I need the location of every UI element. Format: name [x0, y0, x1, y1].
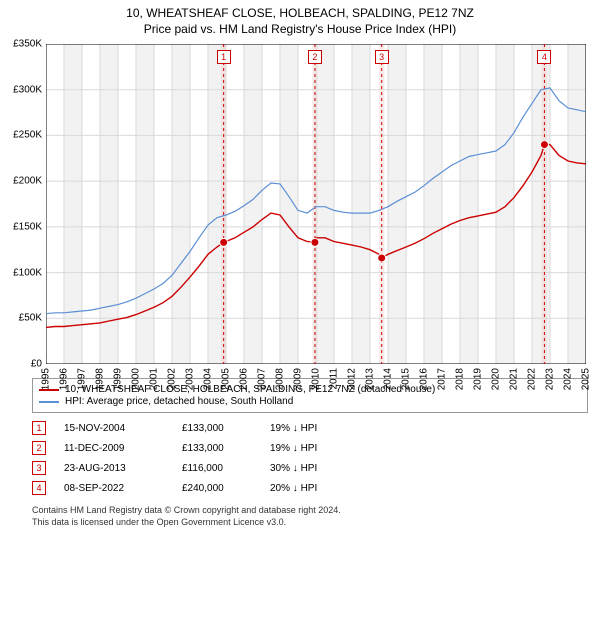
- x-tick-label: 2014: [383, 368, 394, 390]
- x-tick-label: 2021: [509, 368, 520, 390]
- sale-row: 2 11-DEC-2009 £133,000 19% ↓ HPI: [32, 441, 588, 455]
- x-tick-label: 1996: [59, 368, 70, 390]
- chart-svg: [46, 44, 586, 364]
- x-tick-label: 2025: [581, 368, 592, 390]
- legend-label: HPI: Average price, detached house, Sout…: [65, 396, 293, 407]
- sale-marker-2: 2: [308, 50, 322, 64]
- y-tick-label: £250K: [13, 130, 42, 141]
- sale-pct: 30% ↓ HPI: [270, 463, 370, 474]
- x-tick-label: 2023: [545, 368, 556, 390]
- x-tick-label: 2012: [347, 368, 358, 390]
- x-tick-label: 1998: [95, 368, 106, 390]
- x-tick-label: 1997: [77, 368, 88, 390]
- y-tick-label: £150K: [13, 221, 42, 232]
- sale-price: £116,000: [182, 463, 252, 474]
- x-tick-label: 2003: [185, 368, 196, 390]
- sale-marker-1: 1: [217, 50, 231, 64]
- y-tick-label: £50K: [19, 313, 42, 324]
- x-tick-label: 2002: [167, 368, 178, 390]
- footer: Contains HM Land Registry data © Crown c…: [32, 505, 588, 528]
- sale-row: 1 15-NOV-2004 £133,000 19% ↓ HPI: [32, 421, 588, 435]
- sale-date: 23-AUG-2013: [64, 463, 164, 474]
- x-tick-label: 2007: [257, 368, 268, 390]
- x-tick-label: 2015: [401, 368, 412, 390]
- legend-item: HPI: Average price, detached house, Sout…: [39, 396, 581, 407]
- x-tick-label: 2013: [365, 368, 376, 390]
- x-tick-label: 1995: [41, 368, 52, 390]
- sale-pct: 19% ↓ HPI: [270, 443, 370, 454]
- x-tick-label: 2010: [311, 368, 322, 390]
- x-tick-label: 2022: [527, 368, 538, 390]
- y-tick-label: £200K: [13, 176, 42, 187]
- x-tick-label: 2008: [275, 368, 286, 390]
- x-tick-label: 2006: [239, 368, 250, 390]
- y-tick-label: £100K: [13, 267, 42, 278]
- footer-line-1: Contains HM Land Registry data © Crown c…: [32, 505, 588, 517]
- sale-price: £240,000: [182, 483, 252, 494]
- x-tick-label: 2016: [419, 368, 430, 390]
- x-tick-label: 2009: [293, 368, 304, 390]
- x-tick-label: 2020: [491, 368, 502, 390]
- sale-price: £133,000: [182, 443, 252, 454]
- x-tick-label: 2004: [203, 368, 214, 390]
- x-tick-label: 2005: [221, 368, 232, 390]
- sale-row-marker: 3: [32, 461, 46, 475]
- sale-date: 15-NOV-2004: [64, 423, 164, 434]
- sale-row: 3 23-AUG-2013 £116,000 30% ↓ HPI: [32, 461, 588, 475]
- footer-line-2: This data is licensed under the Open Gov…: [32, 517, 588, 529]
- sale-row-marker: 1: [32, 421, 46, 435]
- sale-row-marker: 4: [32, 481, 46, 495]
- x-tick-label: 2024: [563, 368, 574, 390]
- sale-price: £133,000: [182, 423, 252, 434]
- legend-swatch: [39, 401, 59, 403]
- sale-row-marker: 2: [32, 441, 46, 455]
- sale-marker-3: 3: [375, 50, 389, 64]
- x-tick-label: 2019: [473, 368, 484, 390]
- x-tick-label: 2000: [131, 368, 142, 390]
- x-tick-label: 2011: [329, 368, 340, 390]
- x-tick-label: 1999: [113, 368, 124, 390]
- sales-table: 1 15-NOV-2004 £133,000 19% ↓ HPI 2 11-DEC-200…: [32, 421, 588, 495]
- chart-title: 10, WHEATSHEAF CLOSE, HOLBEACH, SPALDING…: [0, 6, 600, 20]
- x-tick-label: 2001: [149, 368, 160, 390]
- chart-area: £0£50K£100K£150K£200K£250K£300K£350K1995…: [46, 44, 586, 364]
- sale-date: 08-SEP-2022: [64, 483, 164, 494]
- chart-subtitle: Price paid vs. HM Land Registry's House …: [0, 22, 600, 36]
- sale-pct: 20% ↓ HPI: [270, 483, 370, 494]
- y-tick-label: £350K: [13, 39, 42, 50]
- sale-marker-4: 4: [537, 50, 551, 64]
- x-tick-label: 2017: [437, 368, 448, 390]
- sale-row: 4 08-SEP-2022 £240,000 20% ↓ HPI: [32, 481, 588, 495]
- sale-pct: 19% ↓ HPI: [270, 423, 370, 434]
- x-tick-label: 2018: [455, 368, 466, 390]
- y-tick-label: £300K: [13, 84, 42, 95]
- sale-date: 11-DEC-2009: [64, 443, 164, 454]
